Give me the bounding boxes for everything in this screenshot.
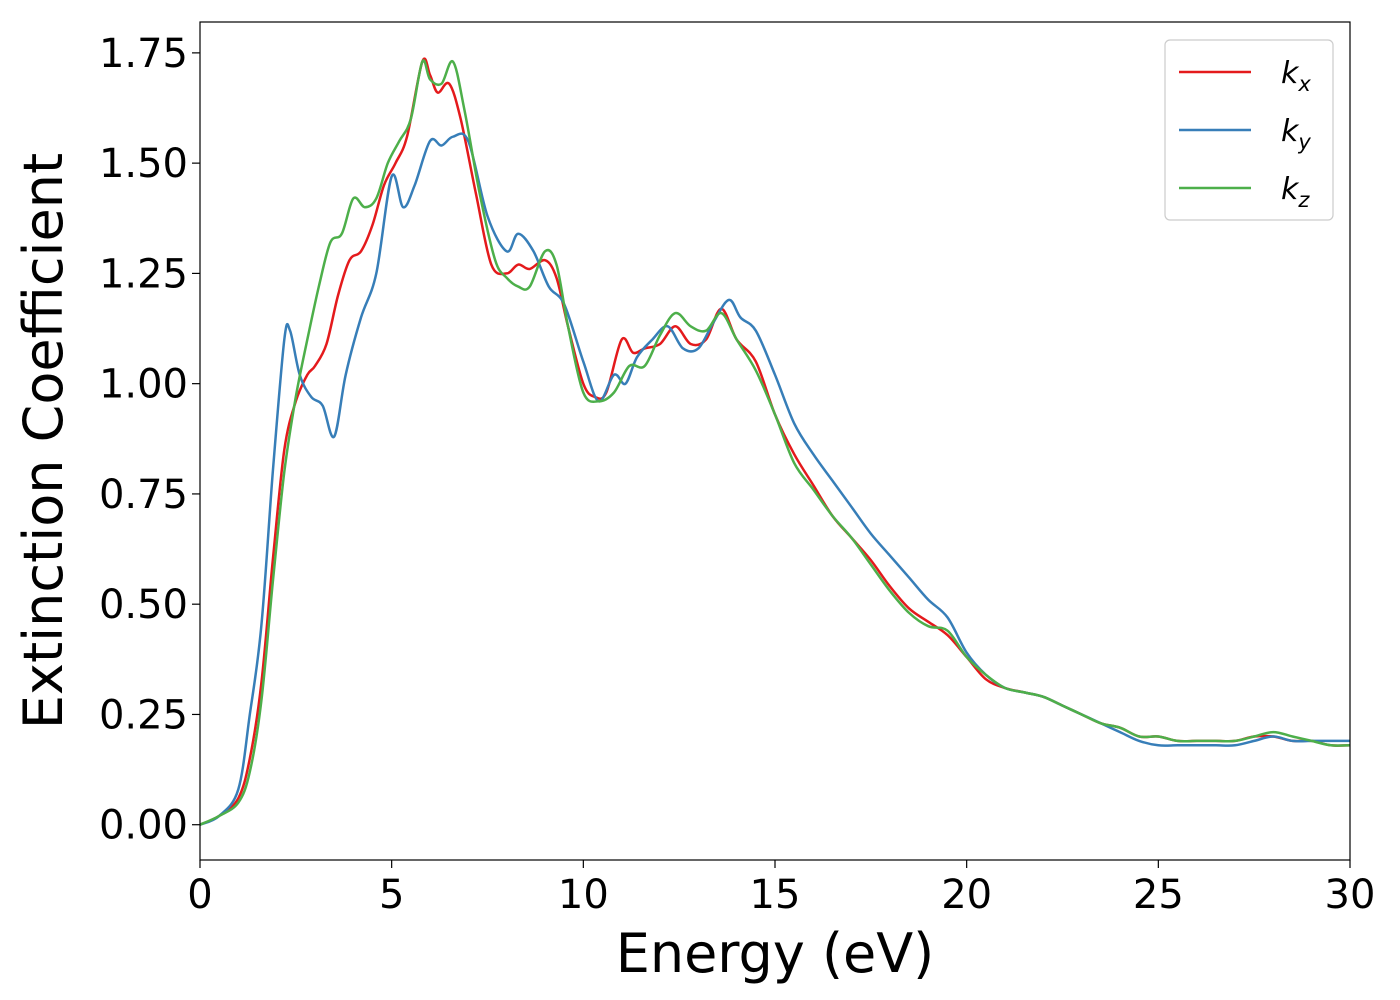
x-axis-ticks: 0 5 10 15 20 25 30	[187, 860, 1375, 918]
legend: kx ky kz	[1164, 39, 1334, 221]
y-tick-label: 1.50	[99, 141, 188, 187]
x-axis-label: Energy (eV)	[616, 922, 935, 985]
legend-item-x: kx	[1179, 56, 1311, 96]
x-tick-label: 30	[1325, 872, 1376, 918]
x-tick-label: 15	[750, 872, 801, 918]
y-tick-label: 0.25	[99, 692, 188, 738]
y-tick-label: 0.75	[99, 472, 188, 518]
x-tick-label: 20	[941, 872, 992, 918]
y-axis-label: Extinction Coefficient	[12, 153, 75, 729]
y-tick-label: 1.75	[99, 31, 188, 77]
y-tick-label: 0.00	[99, 803, 188, 849]
legend-label: ky	[1281, 114, 1311, 154]
legend-item-y: ky	[1179, 114, 1311, 154]
plot-content	[200, 57, 1350, 826]
legend-item-z: kz	[1179, 172, 1310, 212]
legend-label: kz	[1281, 172, 1310, 212]
y-tick-label: 0.50	[99, 582, 188, 628]
y-axis-ticks: 0.00 0.25 0.50 0.75 1.00 1.25 1.50 1.75	[99, 31, 200, 849]
y-tick-label: 1.00	[99, 362, 188, 408]
x-tick-label: 0	[187, 872, 212, 918]
x-tick-label: 10	[558, 872, 609, 918]
legend-label: kx	[1281, 56, 1311, 96]
y-tick-label: 1.25	[99, 251, 188, 297]
x-tick-label: 25	[1133, 872, 1184, 918]
series-line-z	[200, 59, 1350, 826]
x-tick-label: 5	[379, 872, 404, 918]
series-line-y	[200, 132, 1350, 826]
